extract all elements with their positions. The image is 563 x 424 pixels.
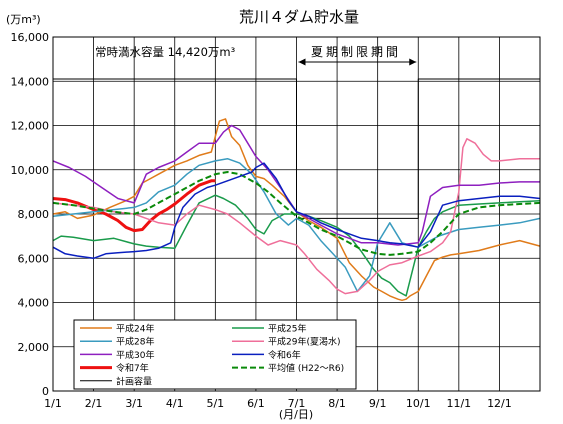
plot-frame xyxy=(52,36,541,392)
y-tick-label: 14,000 xyxy=(11,75,50,88)
y-tick-label: 6,000 xyxy=(18,252,50,265)
legend-label: 平成25年 xyxy=(268,323,306,335)
x-tick-label: 9/1 xyxy=(369,397,387,410)
series-line-7 xyxy=(52,171,541,256)
x-tick-labels: 1/1 2/1 3/1 4/1 5/1 6/1 7/1 8/1 9/1 10/1 11/1 12/1 xyxy=(44,397,512,410)
series-line-8 xyxy=(53,78,540,219)
series-line-1 xyxy=(52,194,541,297)
chart-title: 荒川４ダム貯水量 xyxy=(239,8,359,26)
y-tick-label: 4,000 xyxy=(18,297,50,310)
x-tick-label: 2/1 xyxy=(85,397,103,410)
legend-label: 計画容量 xyxy=(116,375,152,387)
legend-box xyxy=(73,319,357,390)
y-tick-label: 8,000 xyxy=(18,208,50,221)
legend-label: 平成28年 xyxy=(116,336,154,348)
y-tick-label: 10,000 xyxy=(11,164,50,177)
y-tick-label: 12,000 xyxy=(11,120,50,133)
y-axis-label: (万m³) xyxy=(6,13,41,26)
arrow-left-head xyxy=(298,58,306,66)
legend-label: 平成29年(夏渇水) xyxy=(268,336,340,348)
series-lines xyxy=(52,78,541,302)
series-line-4 xyxy=(52,124,540,246)
series-line-2 xyxy=(52,157,541,293)
series-line-3 xyxy=(52,138,540,295)
y-tick-label: 0 xyxy=(42,385,49,398)
x-tick-label: 1/1 xyxy=(44,397,62,410)
y-tick-label: 2,000 xyxy=(18,341,50,354)
summer-limit-label: 夏期制限期間 xyxy=(311,45,401,59)
x-tick-label: 6/1 xyxy=(247,397,265,410)
y-tick-labels: 0 2,000 4,000 6,000 8,000 10,000 12,000 14,000 1… xyxy=(11,31,50,398)
x-tick-label: 8/1 xyxy=(328,397,346,410)
y-tick-label: 16,000 xyxy=(11,31,50,44)
legend-label: 令和7年 xyxy=(116,362,149,374)
series-line-0 xyxy=(52,118,541,302)
x-tick-label: 7/1 xyxy=(288,397,306,410)
x-tick-label: 3/1 xyxy=(125,397,143,410)
series-line-5 xyxy=(52,162,541,260)
full-capacity-label: 常時満水容量 14,420万m³ xyxy=(95,45,236,59)
x-tick-label: 4/1 xyxy=(166,397,184,410)
legend-label: 平成24年 xyxy=(116,323,154,335)
x-tick-label: 10/1 xyxy=(406,397,431,410)
x-axis-label: (月/日) xyxy=(279,408,313,421)
legend-label: 平成30年 xyxy=(116,349,154,361)
arrow-right-head xyxy=(409,58,417,66)
x-tick-label: 5/1 xyxy=(206,397,224,410)
annotations: 常時満水容量 14,420万m³ 夏期制限期間 xyxy=(95,45,417,66)
x-tick-label: 11/1 xyxy=(446,397,471,410)
legend-label: 令和6年 xyxy=(268,349,301,361)
x-tick-label: 12/1 xyxy=(487,397,512,410)
legend-label: 平均値 (H22～R6) xyxy=(268,362,344,374)
